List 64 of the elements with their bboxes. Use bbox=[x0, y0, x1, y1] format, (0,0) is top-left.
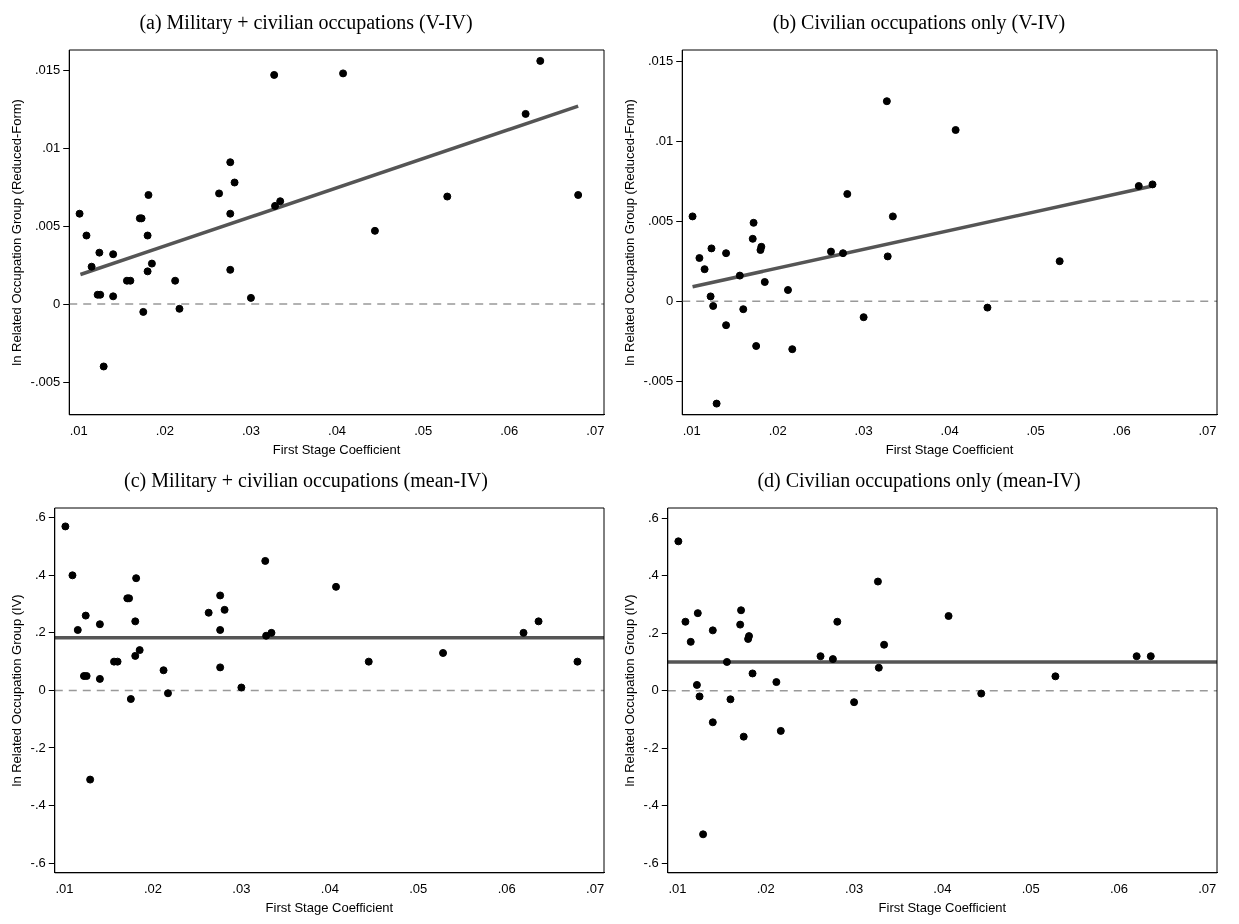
y-axis-title: ln Related Occupation Group (Reduced-Form) bbox=[622, 99, 638, 366]
x-axis-title: First Stage Coefficient bbox=[878, 899, 1007, 915]
x-tick-label: .03 bbox=[854, 423, 873, 439]
y-tick-label: 0 bbox=[651, 682, 659, 698]
x-axis-title: First Stage Coefficient bbox=[272, 441, 401, 457]
x-tick-label: .05 bbox=[1026, 423, 1045, 439]
x-tick-label: .05 bbox=[409, 881, 428, 897]
chart-title: (b) Civilian occupations only (V-IV) bbox=[772, 11, 1066, 35]
x-axis-title: First Stage Coefficient bbox=[265, 899, 394, 915]
x-tick-label: .06 bbox=[1109, 881, 1129, 897]
y-tick-label: -.4 bbox=[30, 797, 46, 813]
y-axis-title: ln Related Occupation Group (Reduced-Form) bbox=[9, 99, 25, 366]
x-tick-label: .06 bbox=[1112, 423, 1131, 439]
chart-title: (d) Civilian occupations only (mean-IV) bbox=[757, 469, 1081, 493]
x-tick-label: .02 bbox=[756, 881, 775, 897]
y-axis-title: ln Related Occupation Group (IV) bbox=[9, 594, 25, 787]
x-tick-label: .04 bbox=[328, 423, 347, 439]
x-tick-label: .04 bbox=[933, 881, 952, 897]
y-tick-label: 0 bbox=[38, 681, 46, 697]
y-tick-label: .4 bbox=[647, 567, 659, 583]
y-tick-label: -.6 bbox=[30, 854, 46, 870]
y-tick-label: -.005 bbox=[643, 372, 674, 388]
y-tick-label: .01 bbox=[42, 139, 61, 155]
x-tick-label: .07 bbox=[586, 423, 605, 439]
x-tick-label: .03 bbox=[241, 423, 260, 439]
x-tick-label: .01 bbox=[668, 881, 687, 897]
y-tick-label: .2 bbox=[34, 624, 46, 640]
x-tick-label: .02 bbox=[155, 423, 174, 439]
y-tick-label: .6 bbox=[647, 509, 659, 525]
x-tick-label: .04 bbox=[320, 881, 339, 897]
y-tick-label: .01 bbox=[655, 132, 674, 148]
y-tick-label: 0 bbox=[666, 292, 674, 308]
x-tick-label: .02 bbox=[143, 881, 162, 897]
x-tick-label: .02 bbox=[768, 423, 787, 439]
y-tick-label: -.4 bbox=[643, 797, 659, 813]
x-tick-label: .05 bbox=[1021, 881, 1040, 897]
y-tick-label: .005 bbox=[34, 217, 61, 233]
y-tick-label: .6 bbox=[34, 509, 46, 525]
x-axis-title: First Stage Coefficient bbox=[885, 441, 1014, 457]
x-tick-label: .06 bbox=[500, 423, 519, 439]
y-tick-label: 0 bbox=[53, 295, 61, 311]
y-tick-label: .005 bbox=[647, 212, 674, 228]
x-tick-label: .07 bbox=[1198, 881, 1217, 897]
chart-title: (a) Military + civilian occupations (V-IV) bbox=[139, 11, 473, 35]
y-tick-label: -.6 bbox=[643, 854, 659, 870]
x-tick-label: .01 bbox=[682, 423, 701, 439]
x-tick-label: .07 bbox=[586, 881, 605, 897]
chart-title: (c) Military + civilian occupations (mean-IV) bbox=[124, 469, 488, 493]
y-tick-label: .015 bbox=[34, 61, 61, 77]
x-tick-label: .01 bbox=[69, 423, 88, 439]
x-tick-label: .03 bbox=[232, 881, 251, 897]
y-tick-label: -.005 bbox=[30, 373, 61, 389]
y-tick-label: -.2 bbox=[643, 739, 659, 755]
x-tick-label: .01 bbox=[55, 881, 74, 897]
x-tick-label: .05 bbox=[414, 423, 433, 439]
y-tick-label: .015 bbox=[647, 52, 674, 68]
y-tick-label: .4 bbox=[34, 566, 46, 582]
y-tick-label: -.2 bbox=[30, 739, 46, 755]
x-tick-label: .04 bbox=[940, 423, 959, 439]
x-tick-label: .03 bbox=[845, 881, 864, 897]
x-tick-label: .06 bbox=[497, 881, 516, 897]
x-tick-label: .07 bbox=[1198, 423, 1217, 439]
y-tick-label: .2 bbox=[647, 624, 659, 640]
y-axis-title: ln Related Occupation Group (IV) bbox=[622, 594, 638, 787]
